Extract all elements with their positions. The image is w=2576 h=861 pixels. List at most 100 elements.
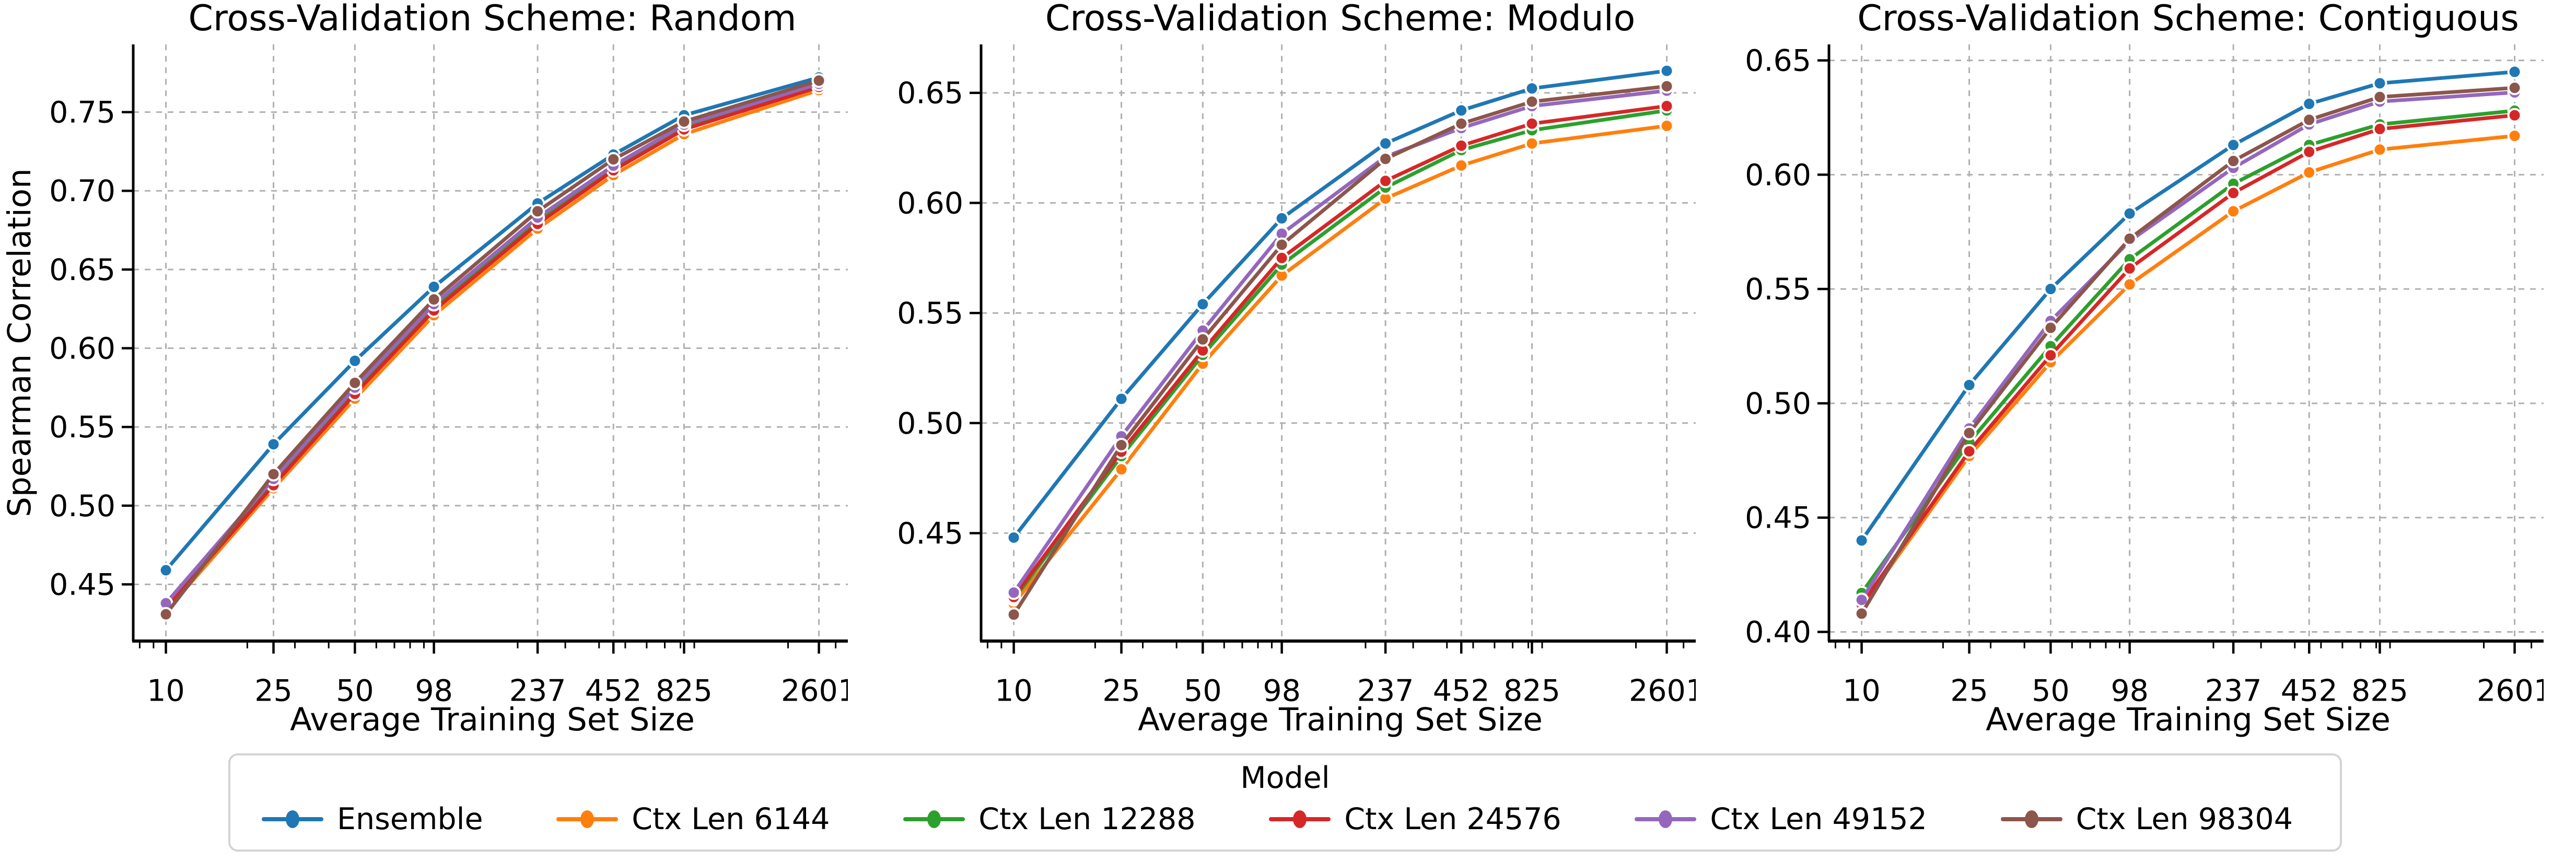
chart-title: Cross-Validation Scheme: Contiguous: [1857, 0, 2519, 39]
x-tick-label: 825: [656, 674, 713, 708]
y-tick-label: 0.45: [1745, 501, 1811, 536]
y-tick-label: 0.55: [49, 410, 115, 445]
legend-marker-icon: [903, 810, 965, 828]
x-tick-label: 50: [1184, 674, 1222, 708]
y-tick-label: 0.55: [1745, 272, 1811, 307]
series-line: [1860, 109, 2517, 595]
series-line: [1012, 84, 1669, 616]
x-tick-label: 98: [1263, 674, 1301, 708]
legend-entry-label: Ctx Len 49152: [1710, 802, 1927, 836]
legend-marker-icon: [262, 810, 323, 828]
legend-entry-label: Ctx Len 6144: [632, 802, 830, 836]
chart-title: Cross-Validation Scheme: Modulo: [1045, 0, 1635, 39]
data-point: [2507, 64, 2522, 79]
x-tick-label: 10: [995, 674, 1033, 708]
subplot-random: 10 25 50 98 237 452 825 2601 0.45 0.50 0.55 0.60 0.6…: [0, 0, 848, 747]
data-point: [2507, 80, 2522, 96]
data-point: [2226, 154, 2241, 169]
data-point: [1524, 81, 1540, 96]
data-point: [2043, 320, 2058, 335]
legend-marker-icon: [1635, 810, 1697, 828]
data-point: [2122, 261, 2137, 276]
data-point: [1659, 98, 1674, 113]
y-tick-label: 0.65: [49, 253, 115, 287]
legend-entry-label: Ctx Len 24576: [1344, 802, 1561, 836]
x-tick-label: 452: [2281, 674, 2338, 708]
data-point: [2507, 129, 2522, 144]
legend-entry-label: Ctx Len 98304: [2076, 802, 2293, 836]
series-line: [1860, 113, 2517, 607]
data-point: [1659, 63, 1674, 78]
data-point: [530, 204, 545, 219]
data-point: [2372, 142, 2387, 157]
legend-marker-icon: [556, 810, 619, 828]
y-tick-label: 0.65: [897, 76, 963, 111]
data-point: [2372, 89, 2387, 104]
data-point: [1524, 136, 1540, 151]
y-tick-label: 0.45: [897, 517, 963, 551]
data-point: [1006, 585, 1021, 600]
legend-entries: Ensemble Ctx Len 6144 Ctx Len 12288 Ctx Len…: [230, 796, 2340, 850]
series-line: [1012, 69, 1669, 540]
y-tick-label: 0.75: [49, 96, 115, 130]
data-point: [1378, 152, 1393, 167]
data-point: [1659, 118, 1674, 133]
data-point: [2122, 206, 2137, 221]
data-point: [2226, 204, 2241, 219]
x-tick-label: 237: [2205, 674, 2262, 708]
chart-title: Cross-Validation Scheme: Random: [189, 0, 797, 39]
data-point: [266, 467, 281, 482]
y-tick-label: 0.65: [1745, 44, 1811, 78]
x-tick-label: 237: [1357, 674, 1414, 708]
subplot-contiguous: 10 25 50 98 237 452 825 2601 0.40 0.45 0.50 0.55 0.6…: [1696, 0, 2544, 747]
y-tick-label: 0.70: [49, 174, 115, 208]
legend-entry-ctx-len-12288: Ctx Len 12288: [903, 802, 1196, 836]
series-line: [1012, 124, 1669, 606]
data-point: [2122, 231, 2137, 246]
x-tick-label: 50: [2032, 674, 2070, 708]
x-axis-label: Average Training Set Size: [290, 701, 695, 738]
data-point: [2372, 76, 2387, 91]
x-tick-label: 25: [254, 674, 293, 708]
x-tick-label: 98: [415, 674, 453, 708]
data-point: [1524, 116, 1540, 131]
data-point: [266, 437, 281, 452]
series-line: [1860, 90, 2517, 602]
data-point: [1378, 136, 1393, 151]
x-tick-label: 98: [2111, 674, 2149, 708]
data-point: [2372, 121, 2387, 136]
data-point: [1454, 116, 1469, 131]
data-point: [1962, 444, 1977, 459]
legend-entry-ensemble: Ensemble: [262, 802, 483, 836]
series-line: [164, 75, 821, 572]
x-tick-label: 2601: [1629, 674, 1696, 708]
data-point: [2226, 185, 2241, 201]
data-point: [426, 292, 441, 307]
data-point: [1274, 250, 1289, 265]
data-point: [2122, 277, 2137, 292]
data-point: [1962, 377, 1977, 392]
x-tick-label: 25: [1102, 674, 1140, 708]
x-tick-label: 50: [336, 674, 374, 708]
legend-entry-ctx-len-49152: Ctx Len 49152: [1635, 802, 1927, 836]
legend-marker-icon: [2000, 810, 2062, 828]
subplot-modulo: 10 25 50 98 237 452 825 2601 0.45 0.50 0.55 0.60 0.6…: [848, 0, 1696, 747]
data-point: [158, 607, 173, 622]
data-point: [1114, 437, 1129, 452]
data-point: [2043, 282, 2058, 297]
series-line: [164, 78, 821, 616]
x-tick-label: 2601: [2477, 674, 2544, 708]
data-point: [347, 375, 363, 390]
data-point: [1454, 138, 1469, 153]
y-tick-label: 0.60: [49, 332, 115, 366]
data-point: [1195, 297, 1210, 312]
legend-entry-ctx-len-6144: Ctx Len 6144: [556, 802, 830, 836]
x-tick-label: 825: [2351, 674, 2408, 708]
data-point: [2302, 96, 2317, 111]
legend-entry-ctx-len-24576: Ctx Len 24576: [1269, 802, 1561, 836]
data-point: [1006, 607, 1021, 622]
data-point: [1274, 211, 1289, 226]
data-point: [1378, 173, 1393, 189]
data-point: [2302, 112, 2317, 127]
